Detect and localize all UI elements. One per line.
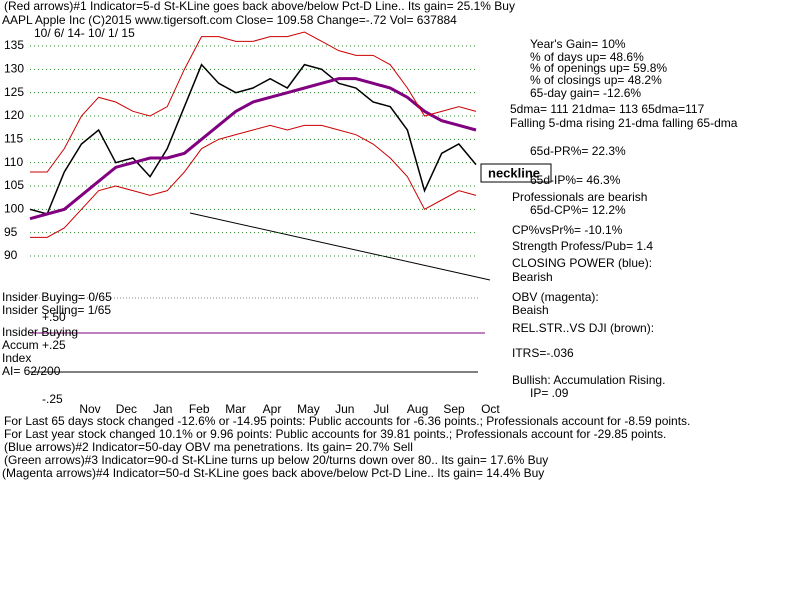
stat-line: Falling 5-dma rising 21-dma falling 65-d… [510,116,738,130]
stat-line: % of openings up= 59.8% [530,61,667,75]
left-label: +.50 [42,310,66,324]
stat-line: Strength Profess/Pub= 1.4 [512,239,653,253]
y-tick-label: 120 [4,108,24,122]
stat-line: 5dma= 111 21dma= 113 65dma=117 [510,102,705,116]
stat-line: IP= .09 [530,386,569,400]
left-label: Accum +.25 [2,338,66,352]
neckline-box [480,163,552,183]
stat-line: Professionals are bearish [512,190,647,204]
x-tick-label: Dec [116,402,137,416]
y-tick-label: 110 [4,155,23,169]
footer-line: (Green arrows)#3 Indicator=90-d St-KLine… [4,453,548,467]
series-line [30,31,477,173]
date-range: 10/ 6/ 14- 10/ 1/ 15 [34,26,135,40]
stat-line: Year's Gain= 10% [530,37,626,51]
stat-line: OBV (magenta): [512,290,599,304]
x-tick-label: May [297,402,320,416]
x-tick-label: Oct [481,402,500,416]
stat-line: CLOSING POWER (blue): [512,256,652,270]
y-tick-label: 115 [4,132,23,146]
footer-line: (Blue arrows)#2 Indicator=50-day OBV ma … [4,440,413,454]
header-line: AAPL Apple Inc (C)2015 www.tigersoft.com… [2,13,457,27]
y-tick-label: 135 [4,38,24,52]
stat-line: 65-day gain= -12.6% [530,86,641,100]
stat-line: Bullish: Accumulation Rising. [512,373,665,387]
footer-line: For Last year stock changed 10.1% or 9.9… [4,427,666,441]
left-label: Insider Buying= 0/65 [2,290,112,304]
x-tick-label: Jan [153,402,172,416]
stat-line: 65d-IP%= 46.3% [530,173,621,187]
x-tick-label: Jun [335,402,354,416]
series-line [30,124,477,238]
y-tick-label: 130 [4,62,24,76]
left-label: Index [2,351,31,365]
y-tick-label: 125 [4,85,24,99]
stat-line: REL.STR..VS DJI (brown): [512,321,654,335]
x-tick-label: Apr [263,402,282,416]
series-line [29,63,477,215]
stat-line: ITRS=-.036 [512,346,574,360]
x-tick-label: Jul [374,402,389,416]
footer-line: (Magenta arrows)#4 Indicator=50-d St-KLi… [2,466,544,480]
series-line [29,77,477,221]
y-tick-label: 100 [4,202,24,216]
stat-line: 65d-PR%= 22.3% [530,144,626,158]
y-tick-label: 95 [4,225,18,239]
header-line: (Red arrows)#1 Indicator=5-d St-KLine go… [4,0,515,13]
stat-line: Bearish [512,270,553,284]
neckline-line [189,212,491,281]
stat-line: % of days up= 48.6% [530,50,644,64]
left-label: Insider Buying [2,325,78,339]
x-tick-label: Aug [407,402,428,416]
neckline-label: neckline [488,165,540,180]
stat-line: % of closings up= 48.2% [530,73,662,87]
y-tick-label: 105 [4,178,24,192]
x-tick-label: Nov [79,402,100,416]
content: 135 130 125 120 115 110 105 100 95 90 Nov Dec Jan Feb… [2,31,738,480]
stat-line: CP%vsPr%= -10.1% [512,223,623,237]
left-label: Insider Selling= 1/65 [2,303,111,317]
x-tick-label: Mar [225,402,246,416]
footer-line: For Last 65 days stock changed -12.6% or… [4,414,690,428]
x-tick-label: Sep [443,402,465,416]
left-label: AI= 62/200 [2,364,61,378]
y-tick-label: 90 [4,248,18,262]
left-label: -.25 [42,392,63,406]
x-tick-label: Feb [189,402,210,416]
stat-line: Beaish [512,303,549,317]
stat-line: 65d-CP%= 12.2% [530,203,626,217]
